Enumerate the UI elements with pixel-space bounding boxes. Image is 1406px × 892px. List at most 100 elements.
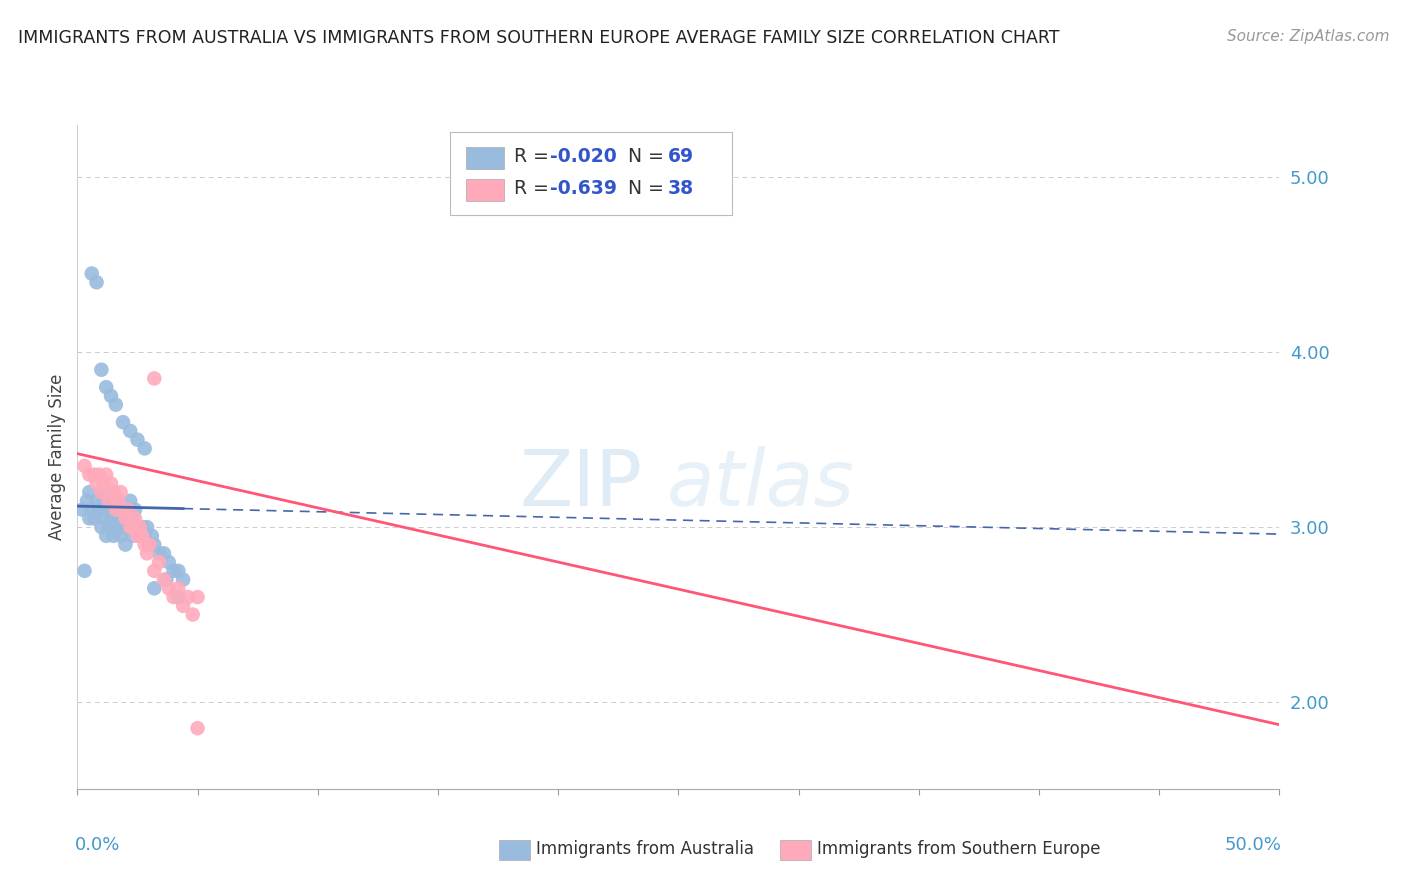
Point [93, 494, 115, 508]
Point [136, 520, 159, 534]
Point [96, 502, 118, 516]
Point [143, 564, 166, 578]
Point [87, 467, 110, 482]
Point [110, 529, 132, 543]
Point [128, 529, 150, 543]
Point [124, 502, 146, 516]
Point [90, 520, 112, 534]
Text: Source: ZipAtlas.com: Source: ZipAtlas.com [1226, 29, 1389, 44]
Point [148, 555, 170, 569]
Point [117, 520, 139, 534]
Point [107, 511, 129, 525]
Point [127, 529, 149, 543]
Point [117, 502, 139, 516]
Point [157, 555, 180, 569]
Point [127, 433, 149, 447]
Text: 38: 38 [668, 178, 693, 197]
Point [100, 502, 122, 516]
Point [80, 267, 103, 281]
Point [90, 362, 112, 376]
Point [167, 564, 190, 578]
Point [97, 494, 120, 508]
Text: Immigrants from Australia: Immigrants from Australia [536, 840, 754, 858]
Point [103, 485, 125, 500]
Point [110, 511, 132, 525]
Point [80, 502, 103, 516]
Text: N =: N = [628, 178, 669, 197]
Point [111, 520, 134, 534]
Point [121, 511, 143, 525]
Point [104, 398, 127, 412]
Point [134, 529, 156, 543]
Point [111, 415, 134, 429]
Point [138, 538, 160, 552]
Point [97, 485, 120, 500]
Point [83, 467, 105, 482]
Point [114, 538, 136, 552]
Point [100, 511, 122, 525]
Point [100, 476, 122, 491]
Point [79, 467, 101, 482]
Point [73, 564, 96, 578]
Point [120, 424, 142, 438]
Point [148, 546, 170, 560]
Text: ZIP: ZIP [519, 446, 643, 522]
Point [143, 538, 166, 552]
Point [127, 520, 149, 534]
Point [117, 502, 139, 516]
Point [73, 458, 96, 473]
Point [100, 389, 122, 403]
Point [172, 599, 194, 613]
Point [153, 546, 176, 560]
Text: R =: R = [513, 146, 554, 166]
Point [155, 573, 177, 587]
Point [90, 485, 112, 500]
Point [167, 582, 190, 596]
Point [76, 494, 98, 508]
Point [97, 502, 120, 516]
Point [90, 485, 112, 500]
Point [120, 494, 142, 508]
Point [181, 607, 204, 622]
Point [104, 502, 127, 516]
Point [134, 538, 156, 552]
Point [114, 511, 136, 525]
Point [167, 590, 190, 604]
Point [107, 494, 129, 508]
Point [104, 520, 127, 534]
Point [143, 582, 166, 596]
Point [153, 573, 176, 587]
Point [136, 546, 159, 560]
Text: Immigrants from Southern Europe: Immigrants from Southern Europe [817, 840, 1101, 858]
Point [96, 467, 118, 482]
Point [172, 573, 194, 587]
Text: -0.639: -0.639 [550, 178, 617, 197]
Point [103, 511, 125, 525]
Text: 0.0%: 0.0% [75, 836, 121, 854]
Point [96, 529, 118, 543]
Point [138, 538, 160, 552]
Point [107, 494, 129, 508]
FancyBboxPatch shape [465, 147, 505, 169]
Point [96, 380, 118, 394]
Point [162, 564, 184, 578]
Text: 50.0%: 50.0% [1225, 836, 1282, 854]
Point [93, 476, 115, 491]
Point [121, 529, 143, 543]
Text: atlas: atlas [666, 446, 855, 522]
Point [79, 485, 101, 500]
Point [103, 494, 125, 508]
Point [162, 590, 184, 604]
Point [103, 529, 125, 543]
Point [187, 721, 209, 735]
Point [104, 502, 127, 516]
Point [110, 502, 132, 516]
FancyBboxPatch shape [465, 178, 505, 202]
Point [111, 502, 134, 516]
Text: R =: R = [513, 178, 554, 197]
Point [128, 520, 150, 534]
Point [110, 485, 132, 500]
Point [79, 511, 101, 525]
Point [120, 511, 142, 525]
Point [157, 582, 180, 596]
